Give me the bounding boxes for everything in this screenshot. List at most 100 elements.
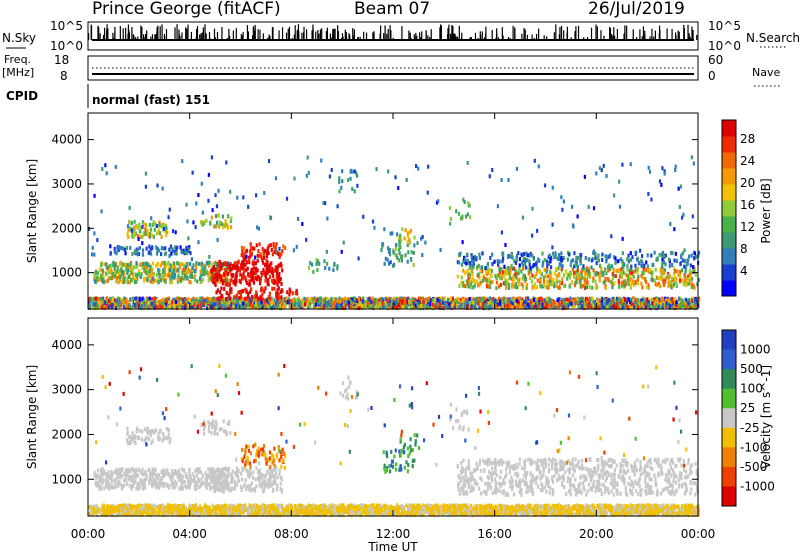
power-cell — [661, 264, 664, 269]
power-cell — [636, 303, 639, 308]
nsky-tick-bottom: 10^0 — [50, 39, 83, 53]
power-cell — [221, 262, 225, 267]
power-cell — [539, 270, 542, 275]
power-cell — [516, 296, 519, 301]
power-cell — [642, 305, 645, 310]
power-cell — [205, 306, 209, 311]
power-cell — [254, 271, 258, 276]
power-cell — [133, 225, 136, 230]
power-cell — [251, 295, 254, 300]
power-cell — [448, 221, 452, 226]
power-cell — [209, 261, 212, 266]
power-cell — [320, 305, 323, 310]
power-cell — [619, 304, 622, 309]
power-cell — [665, 301, 668, 306]
power-cell — [324, 304, 327, 309]
power-cell — [662, 270, 665, 275]
power-cell — [96, 303, 99, 308]
power-cell — [185, 298, 188, 303]
power-cell — [610, 299, 614, 304]
power-cell — [262, 255, 266, 260]
power-cell — [156, 231, 159, 236]
power-cell — [136, 273, 139, 278]
power-cell — [604, 285, 607, 290]
power-cell — [291, 291, 294, 296]
power-cell — [357, 297, 361, 302]
power-cell — [555, 273, 559, 278]
power-cell — [116, 269, 119, 274]
power-cell — [457, 300, 461, 305]
power-cell — [515, 255, 518, 260]
power-cell — [642, 296, 645, 301]
power-cell — [126, 270, 129, 275]
power-cell — [235, 304, 238, 309]
station-title: Prince George (fitACF) — [92, 0, 281, 19]
power-cell — [235, 279, 238, 284]
power-cell — [317, 300, 320, 305]
power-cell — [403, 236, 406, 241]
power-cell — [339, 301, 342, 306]
power-cell — [179, 245, 182, 250]
power-cell — [436, 304, 439, 309]
power-cell — [232, 272, 235, 277]
power-cell — [562, 297, 565, 302]
power-cell — [457, 211, 461, 216]
power-cell — [296, 304, 299, 309]
power-cell — [461, 268, 465, 273]
power-cell — [669, 297, 672, 302]
power-cell — [399, 245, 402, 250]
power-cell — [694, 298, 697, 303]
power-cell — [88, 301, 92, 306]
power-cell — [491, 299, 494, 304]
power-cell — [241, 289, 245, 294]
power-cell — [583, 278, 586, 283]
power-cell — [680, 278, 683, 283]
power-cell — [649, 267, 652, 272]
power-cell — [255, 294, 258, 299]
power-cell — [129, 226, 132, 231]
power-cell — [351, 305, 354, 310]
power-cell — [323, 259, 326, 264]
power-cell — [259, 276, 262, 281]
power-cell — [182, 263, 186, 268]
power-cell — [695, 300, 698, 305]
power-cell — [338, 189, 341, 194]
power-cell — [184, 303, 187, 308]
power-cell — [128, 280, 132, 285]
power-cell — [156, 246, 159, 251]
power-cell — [622, 270, 625, 275]
power-cell — [540, 272, 543, 277]
power-cell — [379, 304, 382, 309]
power-cell — [591, 285, 594, 290]
power-cell — [338, 296, 341, 301]
power-cell — [544, 284, 547, 289]
power-cell — [424, 300, 428, 305]
power-cell — [265, 262, 268, 267]
power-cell — [247, 257, 250, 262]
power-cell — [513, 259, 516, 264]
power-cell — [688, 305, 691, 310]
power-cell — [121, 262, 125, 267]
power-cell — [275, 280, 278, 285]
power-cell — [311, 262, 314, 267]
power-cell — [497, 284, 501, 289]
power-cell — [513, 304, 516, 309]
power-cell — [684, 297, 687, 302]
power-cell — [143, 278, 146, 283]
power-cell — [199, 303, 202, 308]
power-cell — [676, 303, 680, 308]
power-cell — [522, 251, 526, 256]
power-cell — [486, 281, 489, 286]
power-cell — [262, 306, 265, 311]
power-cell — [398, 305, 402, 310]
power-cell — [157, 267, 160, 272]
power-cell — [221, 303, 224, 308]
power-cell — [658, 276, 661, 281]
power-cell — [194, 305, 198, 310]
power-cell — [662, 282, 666, 287]
power-cell — [469, 215, 472, 220]
power-cell — [167, 260, 170, 265]
power-cell — [355, 171, 358, 176]
power-cell — [160, 224, 163, 229]
power-cell — [225, 280, 228, 285]
